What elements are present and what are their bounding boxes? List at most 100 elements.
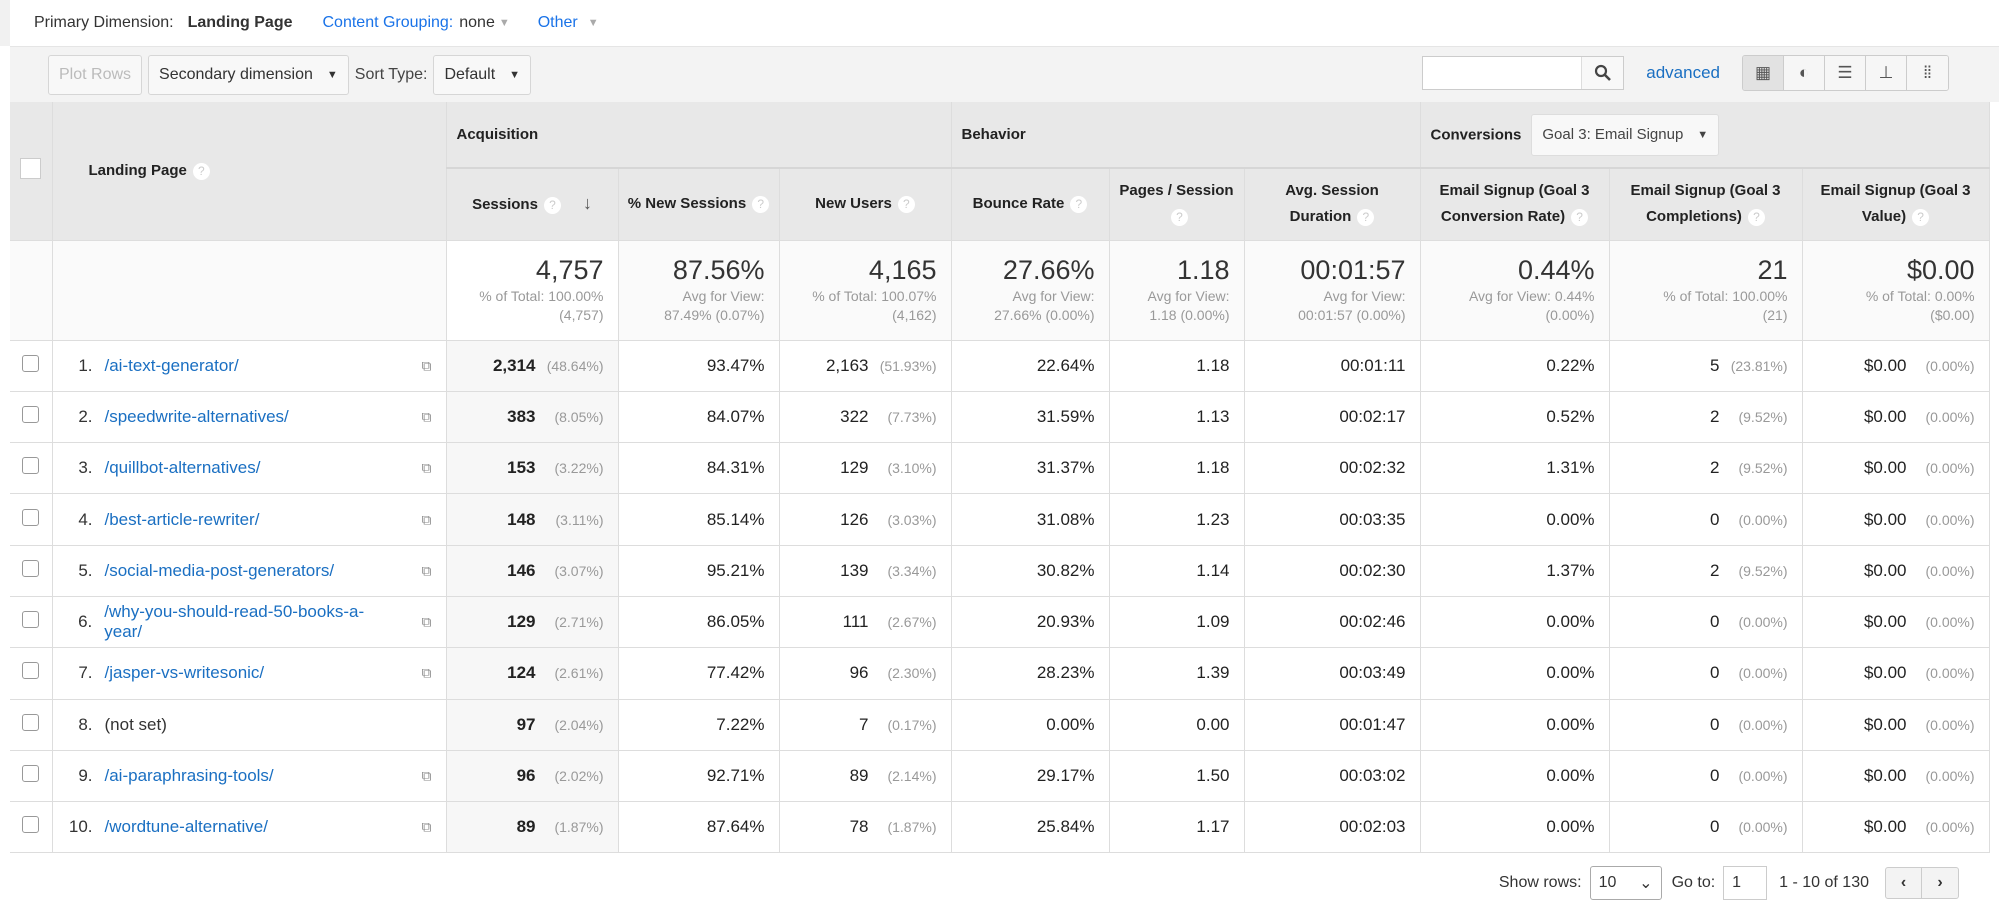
column-header-new-users[interactable]: New Users? [779, 168, 952, 241]
next-page-button[interactable]: › [1937, 874, 1943, 892]
landing-page-link[interactable]: /quillbot-alternatives/ [104, 458, 261, 478]
open-external-icon[interactable]: ⧉ [421, 818, 432, 835]
pie-view-icon[interactable]: ◐ [1784, 56, 1825, 90]
open-external-icon[interactable]: ⧉ [421, 562, 432, 579]
open-external-icon[interactable]: ⧉ [421, 664, 432, 681]
help-icon[interactable]: ? [752, 195, 770, 213]
open-external-icon[interactable]: ⧉ [421, 767, 432, 784]
content-grouping-link[interactable]: Content Grouping: [322, 14, 454, 31]
help-icon[interactable]: ? [1912, 208, 1930, 226]
column-header-avg-session-duration[interactable]: Avg. Session Duration? [1244, 168, 1421, 241]
comparison-view-icon[interactable]: ⊥ [1866, 56, 1907, 90]
row-checkbox[interactable] [22, 405, 40, 423]
landing-page-cell: 3. /quillbot-alternatives/ ⧉ [52, 442, 447, 495]
goal-selector[interactable]: Goal 3: Email Signup ▼ [1531, 113, 1720, 156]
completions-value: 0 [1710, 612, 1720, 632]
help-icon[interactable]: ? [1171, 208, 1188, 226]
help-icon[interactable]: ? [897, 195, 915, 213]
column-header-goal3-value[interactable]: Email Signup (Goal 3 Value)? [1802, 168, 1990, 241]
row-checkbox[interactable] [22, 559, 40, 577]
total-value: 4,165 [868, 254, 937, 285]
row-checkbox-cell [10, 493, 53, 546]
row-checkbox[interactable] [22, 611, 40, 629]
completions-cell: 0 (0.00%) [1609, 801, 1803, 854]
percent-of-total: (9.52%) [1738, 408, 1788, 425]
row-checkbox-cell [10, 545, 53, 597]
secondary-dimension-dropdown[interactable]: Secondary dimension ▼ [148, 54, 349, 95]
row-checkbox-cell [10, 647, 53, 700]
landing-page-link[interactable]: /ai-paraphrasing-tools/ [104, 766, 274, 786]
open-external-icon[interactable]: ⧉ [421, 511, 432, 528]
new-sessions-value: 7.22% [716, 714, 765, 734]
bounce-rate-cell: 22.64% [951, 340, 1110, 392]
landing-page-cell: 9. /ai-paraphrasing-tools/ ⧉ [52, 750, 447, 803]
help-icon[interactable]: ? [1357, 208, 1375, 226]
row-checkbox[interactable] [22, 816, 40, 834]
performance-view-icon[interactable]: ☰ [1825, 56, 1866, 90]
total-sub: 1.18 (0.00%) [1149, 306, 1230, 323]
landing-page-link[interactable]: /wordtune-alternative/ [104, 817, 268, 837]
search-button[interactable] [1581, 57, 1624, 89]
help-icon[interactable]: ? [543, 196, 561, 214]
select-all-checkbox[interactable] [20, 158, 42, 180]
total-new-sessions-pct: 87.56% Avg for View: 87.49% (0.07%) [618, 240, 780, 341]
new-sessions-cell: 95.21% [618, 545, 780, 597]
pivot-view-icon[interactable]: ⦙⦙ [1907, 56, 1948, 90]
open-external-icon[interactable]: ⧉ [421, 357, 432, 374]
content-grouping-value[interactable]: none [459, 14, 495, 31]
goal-value: $0.00 [1863, 406, 1907, 426]
search-input[interactable] [1423, 57, 1581, 89]
column-header-new-sessions-pct[interactable]: % New Sessions? [618, 168, 780, 241]
row-checkbox[interactable] [22, 765, 40, 783]
landing-page-link[interactable]: /best-article-rewriter/ [104, 509, 260, 529]
column-header-label: Email Signup (Goal 3 Completions) [1630, 182, 1781, 226]
column-header-goal3-completions[interactable]: Email Signup (Goal 3 Completions)? [1609, 168, 1803, 241]
previous-page-button[interactable]: ‹ [1886, 868, 1922, 899]
advanced-filter-link[interactable]: advanced [1646, 63, 1720, 82]
sort-type-dropdown[interactable]: Default ▼ [433, 54, 532, 95]
landing-page-link[interactable]: /speedwrite-alternatives/ [104, 406, 289, 426]
table-row: 10. /wordtune-alternative/ ⧉ 89 (1.87%) 87.64… [10, 801, 1990, 854]
primary-dimension-landing-page[interactable]: Landing Page [187, 14, 293, 31]
column-header-pages-per-session[interactable]: Pages / Session? [1109, 168, 1245, 241]
row-number: 7. [78, 663, 93, 683]
row-checkbox[interactable] [22, 713, 40, 731]
help-icon[interactable]: ? [1070, 195, 1088, 213]
completions-cell: 2 (9.52%) [1609, 391, 1803, 444]
help-icon[interactable]: ? [192, 162, 210, 180]
conversion-rate-value: 0.00% [1546, 766, 1595, 786]
percent-of-total: (8.05%) [554, 408, 604, 425]
landing-page-link[interactable]: /why-you-should-read-50-books-a-year/ [104, 602, 365, 642]
help-icon[interactable]: ? [1747, 208, 1765, 226]
landing-page-link[interactable]: /ai-text-generator/ [104, 355, 239, 375]
landing-page-header[interactable]: Landing Page? [52, 102, 447, 241]
percent-of-total: (0.00%) [1925, 408, 1975, 425]
conversion-rate-value: 0.00% [1546, 663, 1595, 683]
column-header-goal3-conversion-rate[interactable]: Email Signup (Goal 3 Conversion Rate)? [1420, 168, 1610, 241]
help-icon[interactable]: ? [1571, 208, 1589, 226]
goto-input[interactable]: 1 [1723, 866, 1768, 901]
column-header-bounce-rate[interactable]: Bounce Rate? [951, 168, 1110, 241]
other-dimension-link[interactable]: Other [537, 14, 578, 31]
column-header-sessions[interactable]: Sessions? ↓ [446, 168, 619, 241]
row-checkbox[interactable] [22, 508, 40, 526]
percent-of-total: (0.00%) [1925, 614, 1975, 631]
table-row: 6. /why-you-should-read-50-books-a-year/ ⧉… [10, 596, 1990, 649]
open-external-icon[interactable]: ⧉ [421, 408, 432, 425]
open-external-icon[interactable]: ⧉ [421, 613, 432, 630]
sessions-cell: 89 (1.87%) [446, 801, 619, 854]
show-rows-select[interactable]: 10 ⌄ [1589, 866, 1662, 901]
open-external-icon[interactable]: ⧉ [421, 459, 432, 476]
sort-descending-icon[interactable]: ↓ [582, 193, 592, 214]
row-checkbox[interactable] [22, 662, 40, 680]
total-sub: Avg for View: [1147, 287, 1230, 304]
landing-page-link[interactable]: /jasper-vs-writesonic/ [104, 663, 265, 683]
row-checkbox[interactable] [22, 457, 40, 475]
plot-rows-button[interactable]: Plot Rows [48, 54, 143, 95]
landing-page-link[interactable]: /social-media-post-generators/ [104, 560, 335, 580]
sessions-value: 129 [507, 612, 536, 632]
row-checkbox[interactable] [22, 354, 40, 372]
new-users-cell: 2,163 (51.93%) [779, 340, 952, 392]
bounce-rate-cell: 31.59% [951, 391, 1110, 444]
table-view-icon[interactable]: ▦ [1743, 56, 1784, 90]
